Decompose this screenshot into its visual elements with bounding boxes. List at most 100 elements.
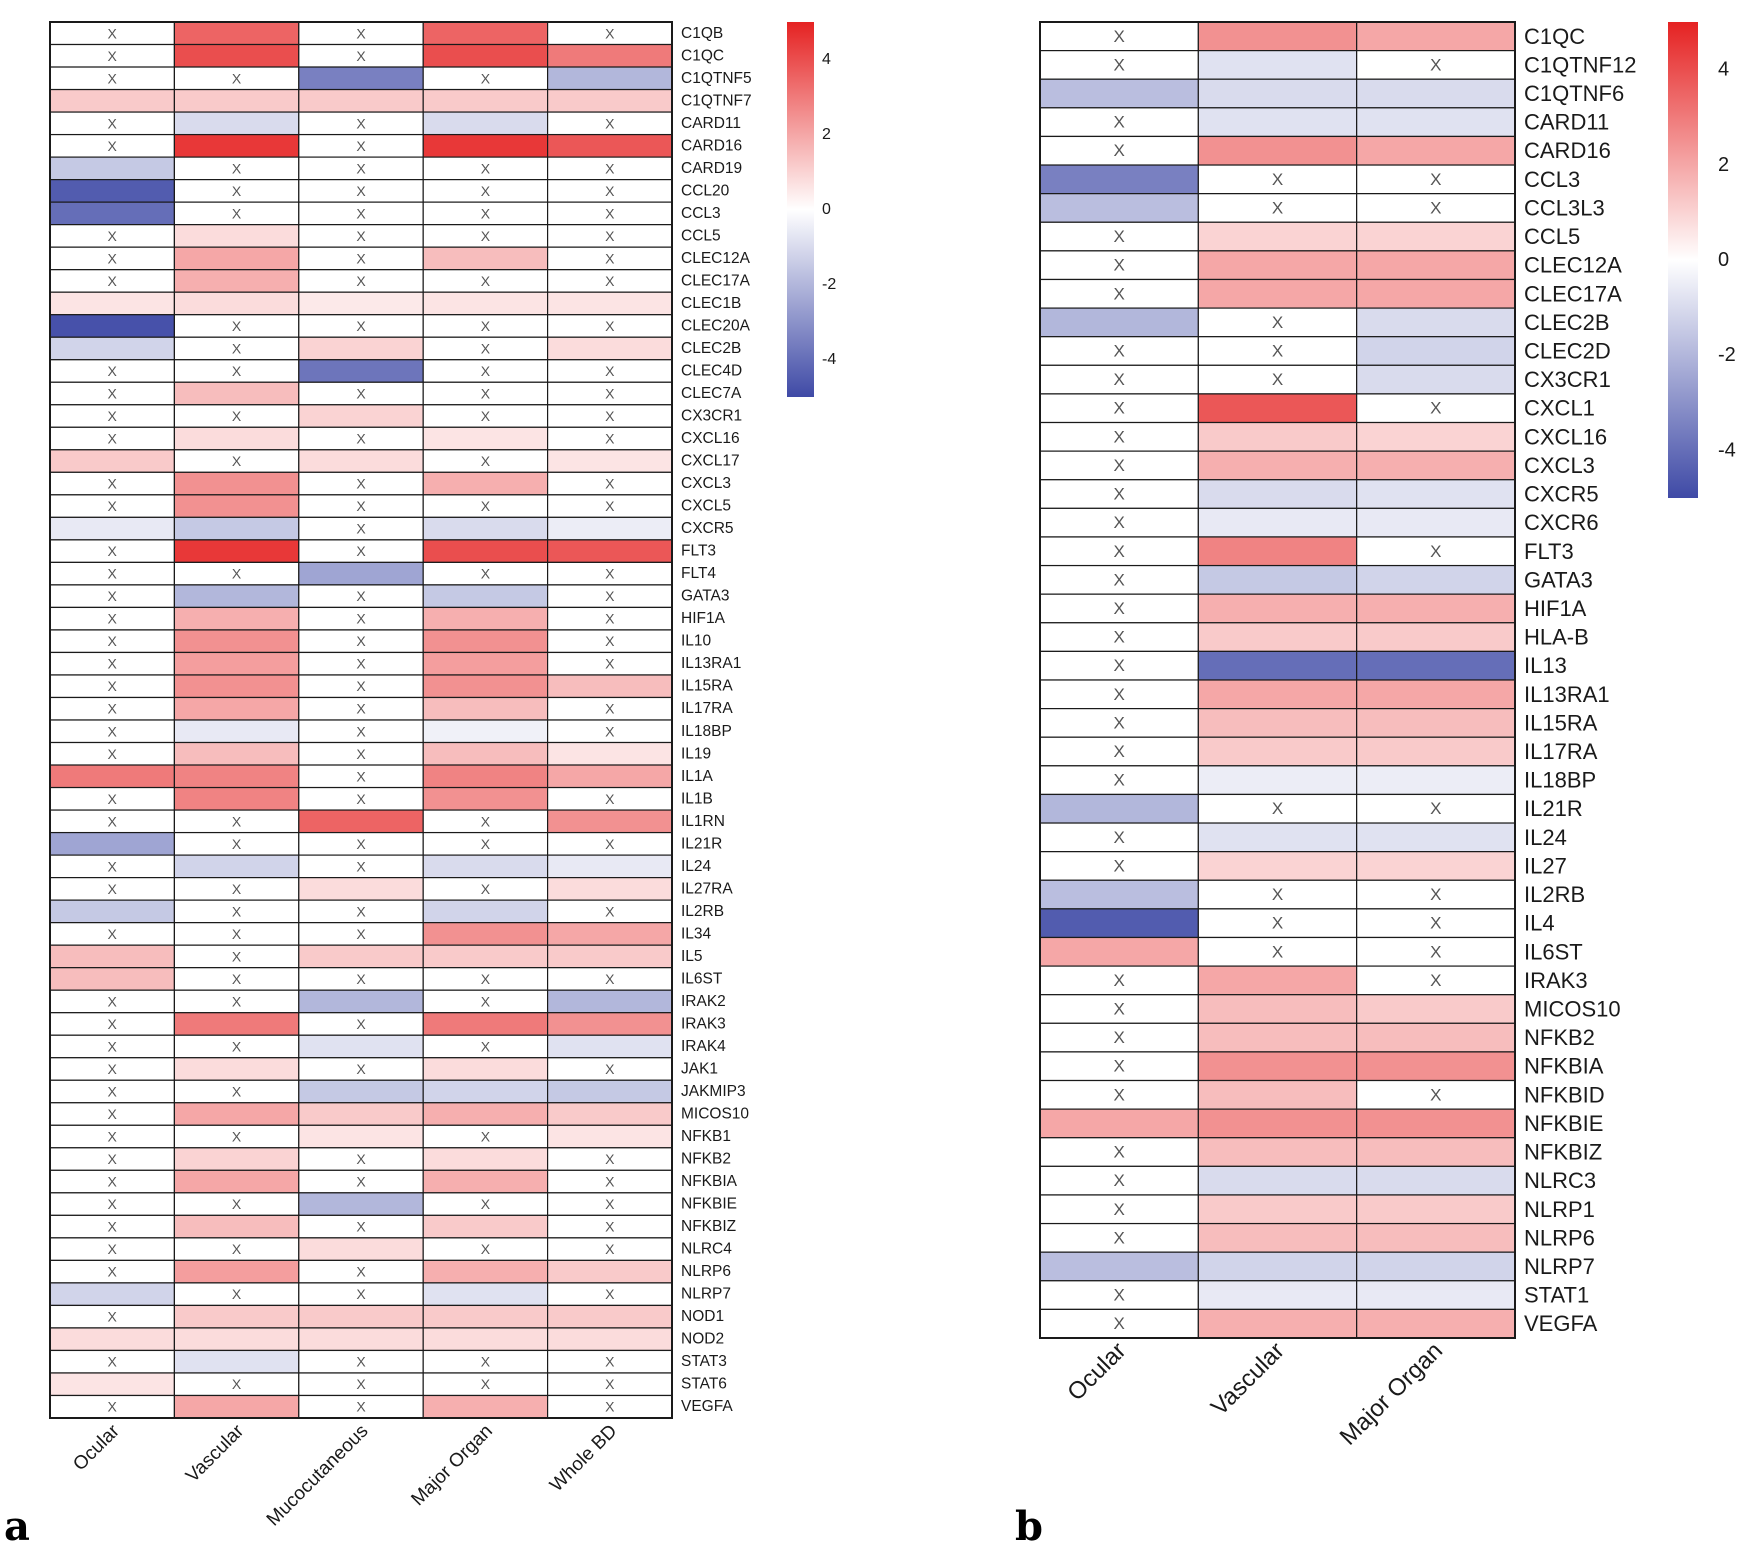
heatmap-cell	[1356, 164, 1516, 195]
heatmap-cell	[298, 944, 424, 969]
row-label: STAT6	[681, 1376, 727, 1393]
heatmap-cell	[1197, 107, 1358, 138]
na-marker: X	[108, 813, 118, 829]
heatmap-cell	[422, 1394, 549, 1419]
na-marker: X	[108, 1038, 118, 1054]
na-marker: X	[605, 1174, 615, 1190]
heatmap-cell	[422, 516, 549, 541]
row-label: CLEC17A	[681, 272, 751, 289]
row-label: NFKBIZ	[681, 1218, 736, 1235]
na-marker: X	[108, 791, 118, 807]
na-marker: X	[108, 25, 118, 41]
na-marker: X	[108, 431, 118, 447]
heatmap-cell	[298, 1124, 424, 1149]
heatmap-cell	[49, 156, 176, 181]
heatmap-cell	[1197, 421, 1358, 452]
na-marker: X	[108, 993, 118, 1009]
heatmap-cell	[298, 1034, 424, 1059]
heatmap-cell	[422, 88, 549, 113]
heatmap-cell	[49, 764, 176, 789]
row-label: CCL20	[681, 182, 730, 199]
heatmap-cell	[1197, 336, 1358, 366]
row-label: HIF1A	[1524, 596, 1587, 621]
na-marker: X	[356, 723, 366, 739]
row-label: C1QTNF7	[681, 92, 752, 109]
na-marker: X	[108, 611, 118, 627]
na-marker: X	[605, 386, 615, 402]
na-marker: X	[1113, 856, 1124, 875]
heatmap-cell	[422, 1102, 549, 1126]
na-marker: X	[481, 1196, 491, 1212]
na-marker: X	[108, 656, 118, 672]
row-label: C1QC	[1524, 24, 1585, 49]
heatmap-cell	[422, 944, 549, 969]
na-marker: X	[356, 588, 366, 604]
heatmap-cell	[422, 584, 549, 609]
heatmap-cell	[298, 877, 424, 901]
na-marker: X	[108, 1219, 118, 1235]
heatmap-cell	[1197, 1308, 1358, 1339]
na-marker: X	[1272, 885, 1283, 904]
na-marker: X	[1113, 370, 1124, 389]
heatmap-cell	[1356, 78, 1516, 109]
row-label: FLT4	[681, 565, 716, 582]
heatmap-cell	[422, 1259, 549, 1284]
row-label: NFKB2	[1524, 1025, 1595, 1050]
na-marker: X	[356, 25, 366, 41]
na-marker: X	[108, 1151, 118, 1167]
heatmap-cell	[422, 111, 549, 136]
heatmap-cell	[546, 43, 673, 68]
heatmap-cell	[1356, 622, 1516, 652]
na-marker: X	[356, 656, 366, 672]
heatmap-cell	[1039, 221, 1199, 252]
heatmap-cell	[298, 561, 424, 586]
color-legend-bar	[1668, 22, 1698, 498]
legend-tick-label: 0	[822, 201, 831, 218]
column-label: Major Organ	[1335, 1337, 1448, 1450]
row-label: NLRP6	[681, 1263, 731, 1280]
row-label: GATA3	[681, 588, 730, 605]
heatmap-cell	[546, 1034, 673, 1059]
heatmap-cell	[1039, 393, 1199, 424]
na-marker: X	[1113, 1200, 1124, 1219]
heatmap-cell	[173, 111, 300, 136]
heatmap-cell	[173, 516, 300, 541]
heatmap-cell	[1197, 1108, 1358, 1139]
heatmap-cell	[173, 606, 300, 631]
na-marker: X	[108, 926, 118, 942]
heatmap-cell	[422, 786, 549, 811]
row-label: CCL3	[1524, 167, 1580, 192]
heatmap-cell	[49, 967, 176, 991]
row-label: NFKBIE	[681, 1196, 737, 1213]
na-marker: X	[1430, 198, 1441, 217]
row-label: CLEC12A	[681, 250, 751, 267]
na-marker: X	[356, 1264, 366, 1280]
heatmap-cell	[49, 1372, 176, 1397]
row-label: NLRP1	[1524, 1197, 1595, 1222]
heatmap-cell	[1356, 1280, 1516, 1310]
na-marker: X	[232, 318, 242, 334]
na-marker: X	[605, 1354, 615, 1370]
row-label: FLT3	[681, 543, 716, 560]
na-marker: X	[108, 701, 118, 717]
na-marker: X	[605, 633, 615, 649]
heatmap-cell	[173, 629, 300, 654]
heatmap-cell	[546, 1304, 673, 1329]
na-marker: X	[1272, 914, 1283, 933]
row-label: IL19	[681, 745, 711, 762]
heatmap-cell	[1356, 1022, 1516, 1053]
na-marker: X	[356, 611, 366, 627]
row-label: CCL3	[681, 205, 721, 222]
heatmap-cell	[298, 1304, 424, 1329]
na-marker: X	[356, 791, 366, 807]
heatmap-cell	[422, 719, 549, 744]
heatmap-cell	[1197, 1280, 1358, 1310]
na-marker: X	[1113, 971, 1124, 990]
heatmap-cell	[422, 1214, 549, 1239]
row-label: CX3CR1	[681, 408, 742, 425]
na-marker: X	[605, 791, 615, 807]
heatmap-cell	[546, 539, 673, 563]
heatmap-cell	[1356, 450, 1516, 481]
row-label: GATA3	[1524, 567, 1593, 592]
na-marker: X	[356, 1286, 366, 1302]
